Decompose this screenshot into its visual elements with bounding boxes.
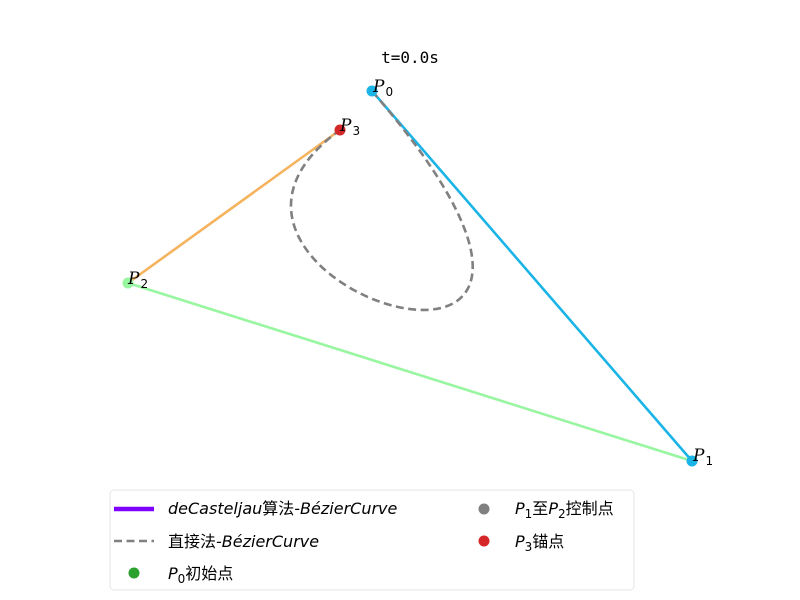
point-p2-label: P2 (127, 269, 148, 291)
legend-ctrl-swatch (478, 503, 490, 515)
legend-p0-swatch (128, 567, 140, 579)
legend-frame (109, 489, 635, 591)
legend-p0-label: P0初始点 (168, 564, 233, 586)
segment-p1-p2 (127, 281, 693, 463)
legend: deCasteljau算法-BézierCurve 直接法-BézierCurv… (109, 489, 635, 591)
legend-direct-label: 直接法-BézierCurve (168, 532, 319, 551)
point-p3-label: P3 (339, 116, 360, 138)
bezier-curve-direct (289, 90, 474, 312)
point-p0-marker (366, 85, 378, 97)
legend-decasteljau-label: deCasteljau算法-BézierCurve (168, 499, 398, 518)
point-p1-label: P1 (692, 446, 713, 468)
legend-ctrl-label: P1至P2控制点 (515, 499, 614, 521)
segment-p0-p1 (371, 90, 693, 462)
figure-title: t=0.0s (381, 48, 439, 67)
point-p0-label: P0 (372, 77, 393, 99)
legend-p3-label: P3锚点 (515, 532, 564, 554)
point-p2-marker (122, 277, 134, 289)
point-p1-marker (686, 455, 698, 467)
segment-p2-p3 (127, 128, 341, 285)
point-p3-marker (334, 124, 346, 136)
legend-p3-swatch (478, 535, 490, 547)
